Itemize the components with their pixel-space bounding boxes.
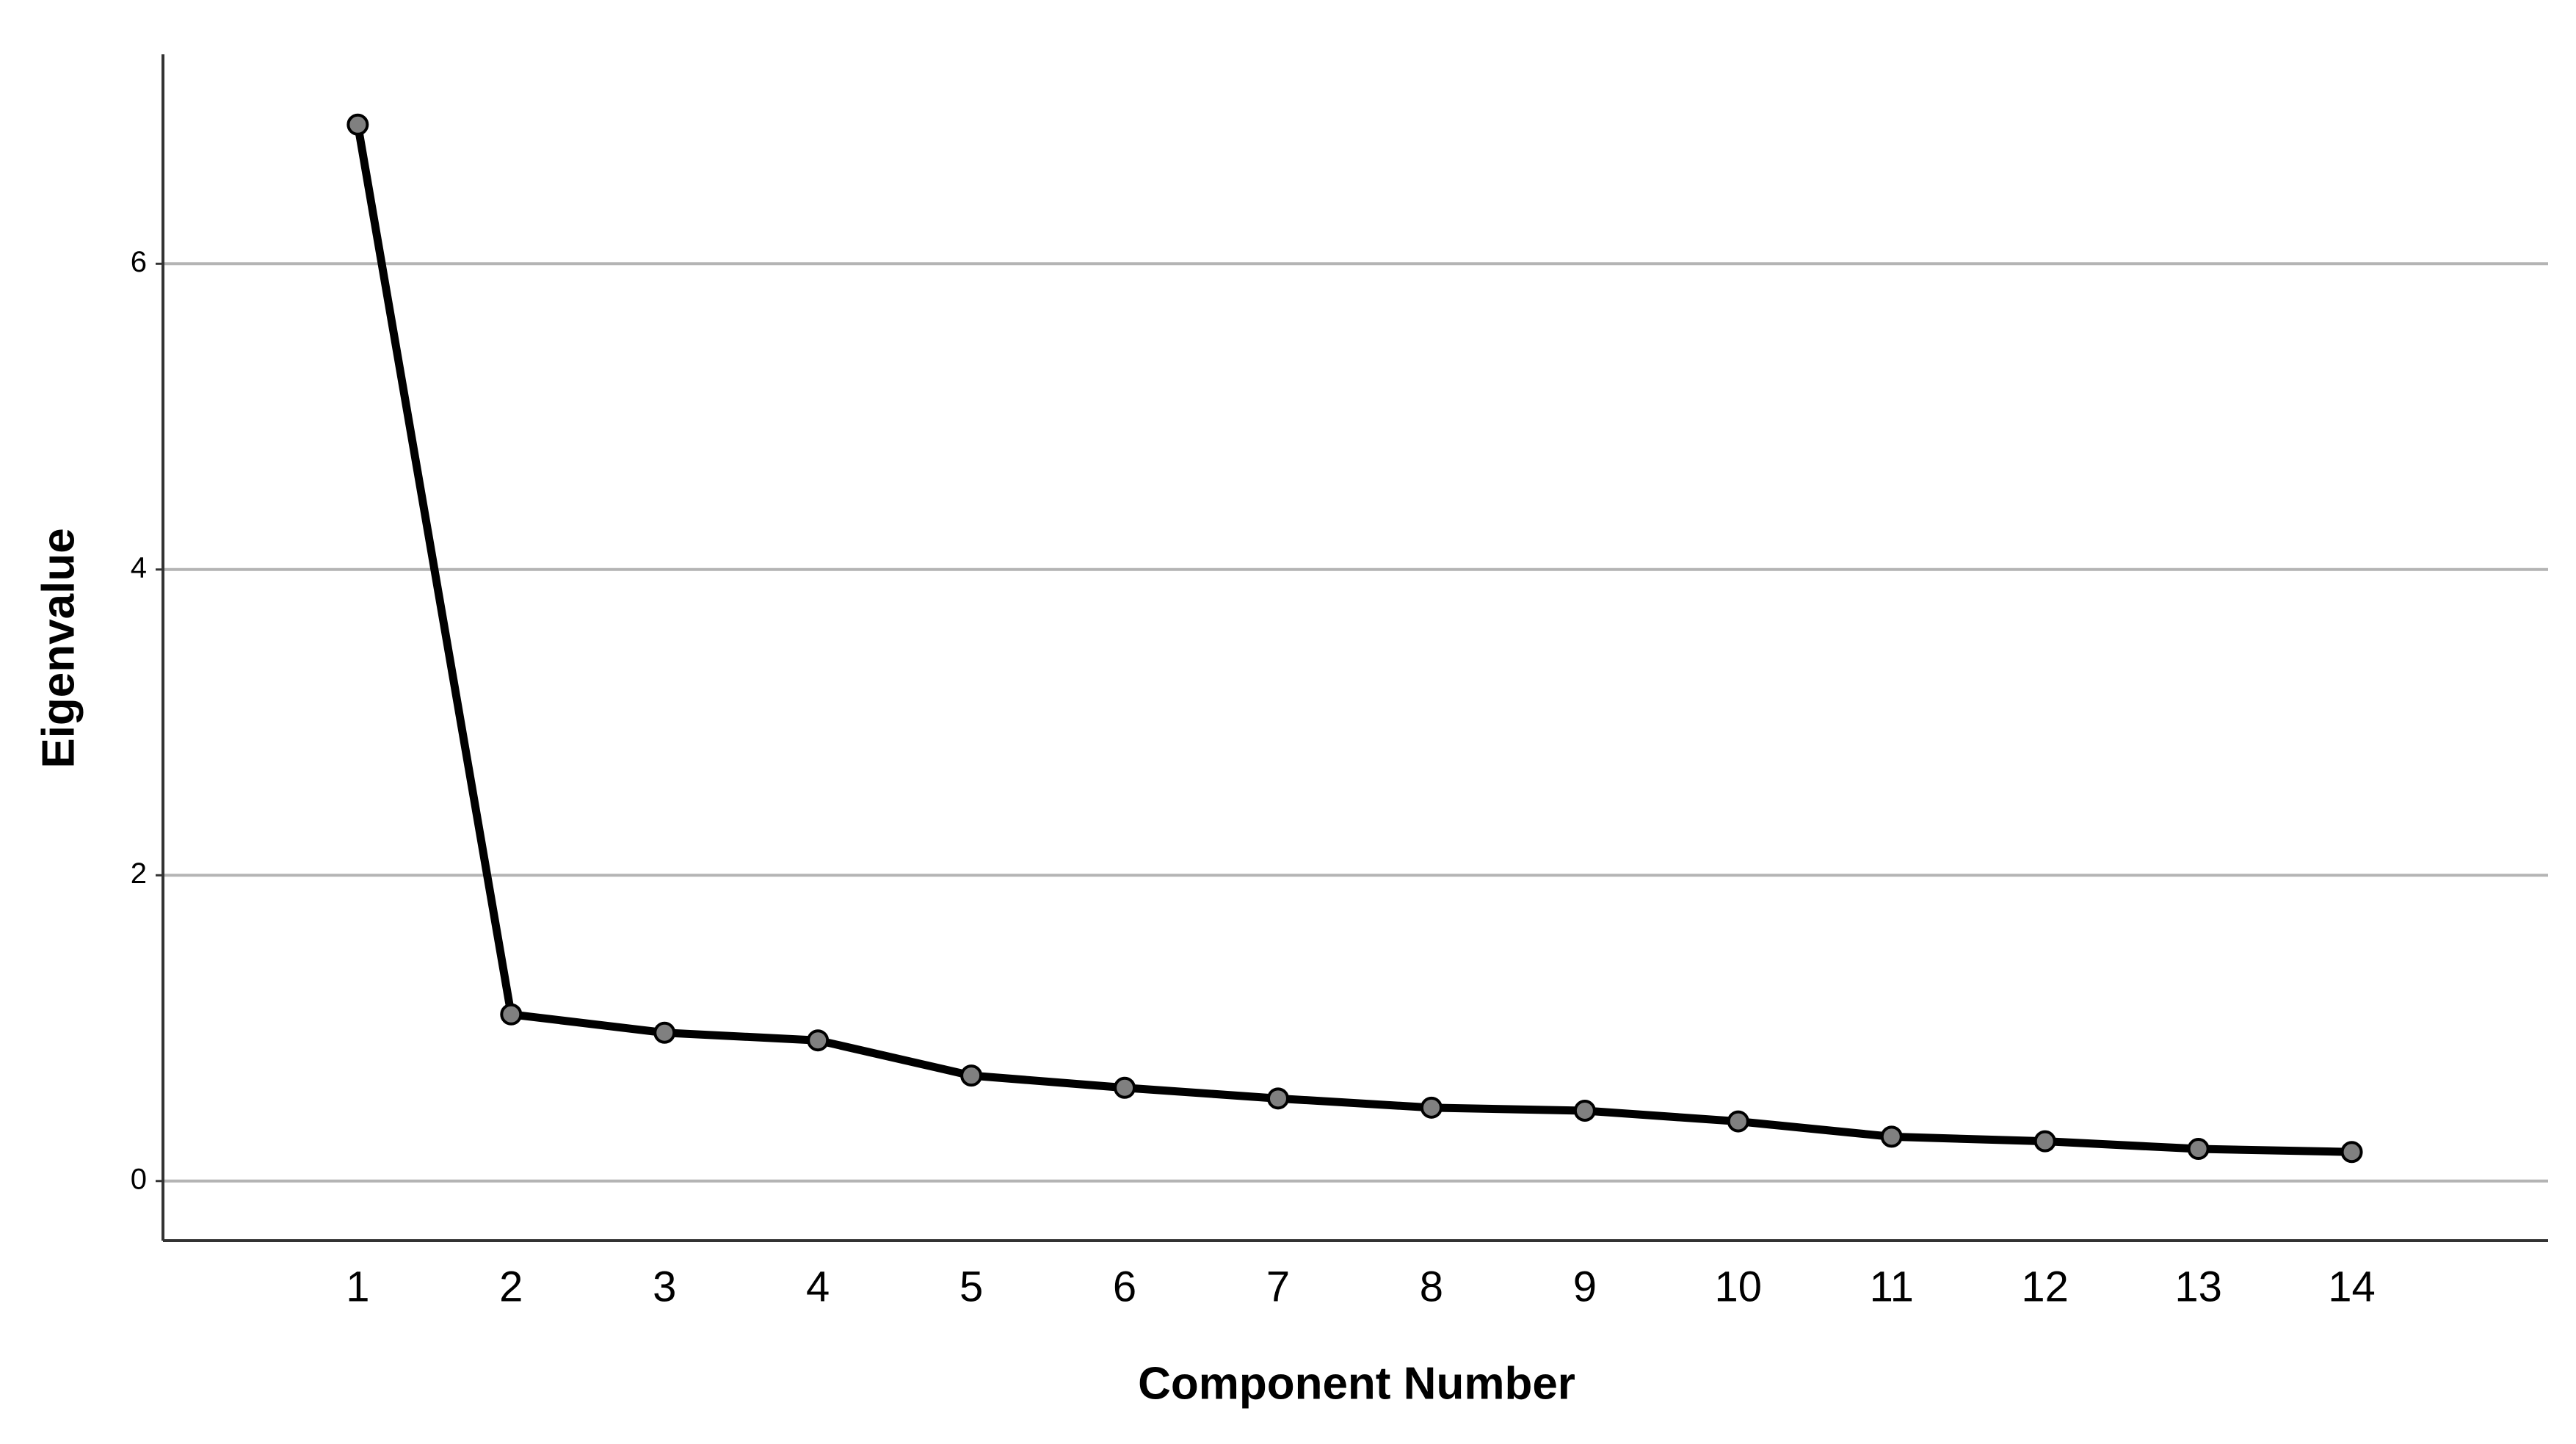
x-tick-label: 6: [1113, 1263, 1136, 1310]
x-tick-label: 11: [1870, 1263, 1914, 1310]
point: [807, 1029, 830, 1052]
point: [500, 1003, 523, 1026]
x-tick-label: 8: [1420, 1263, 1443, 1310]
point: [960, 1064, 983, 1087]
point: [2033, 1130, 2056, 1153]
x-tick-label: 3: [653, 1263, 676, 1310]
x-tick-label: 5: [959, 1263, 983, 1310]
x-tick-label: 4: [806, 1263, 830, 1310]
x-tick-label: 10: [1715, 1263, 1763, 1310]
x-tick-label: 12: [2021, 1263, 2069, 1310]
y-tick-label: 0: [131, 1163, 147, 1195]
y-tick-label: 6: [131, 246, 147, 278]
y-tick-label: 2: [131, 857, 147, 890]
x-tick-label: 7: [1266, 1263, 1290, 1310]
point: [1727, 1110, 1749, 1133]
point: [1420, 1096, 1443, 1119]
x-axis-title: Component Number: [1138, 1358, 1575, 1409]
point: [653, 1021, 676, 1044]
y-axis-title: Eigenvalue: [33, 528, 84, 768]
x-tick-label: 13: [2174, 1263, 2222, 1310]
y-tick-label: 4: [131, 551, 147, 584]
x-tick-label: 14: [2328, 1263, 2376, 1310]
point: [2340, 1141, 2363, 1164]
point: [1114, 1076, 1136, 1099]
x-tick-label: 9: [1573, 1263, 1597, 1310]
point: [347, 113, 369, 136]
x-tick-label: 1: [346, 1263, 369, 1310]
point: [1266, 1087, 1289, 1110]
point: [2187, 1138, 2210, 1161]
point: [1573, 1099, 1596, 1122]
x-tick-label: 2: [499, 1263, 523, 1310]
series-line: [353, 123, 2352, 1156]
point: [1880, 1125, 1903, 1148]
